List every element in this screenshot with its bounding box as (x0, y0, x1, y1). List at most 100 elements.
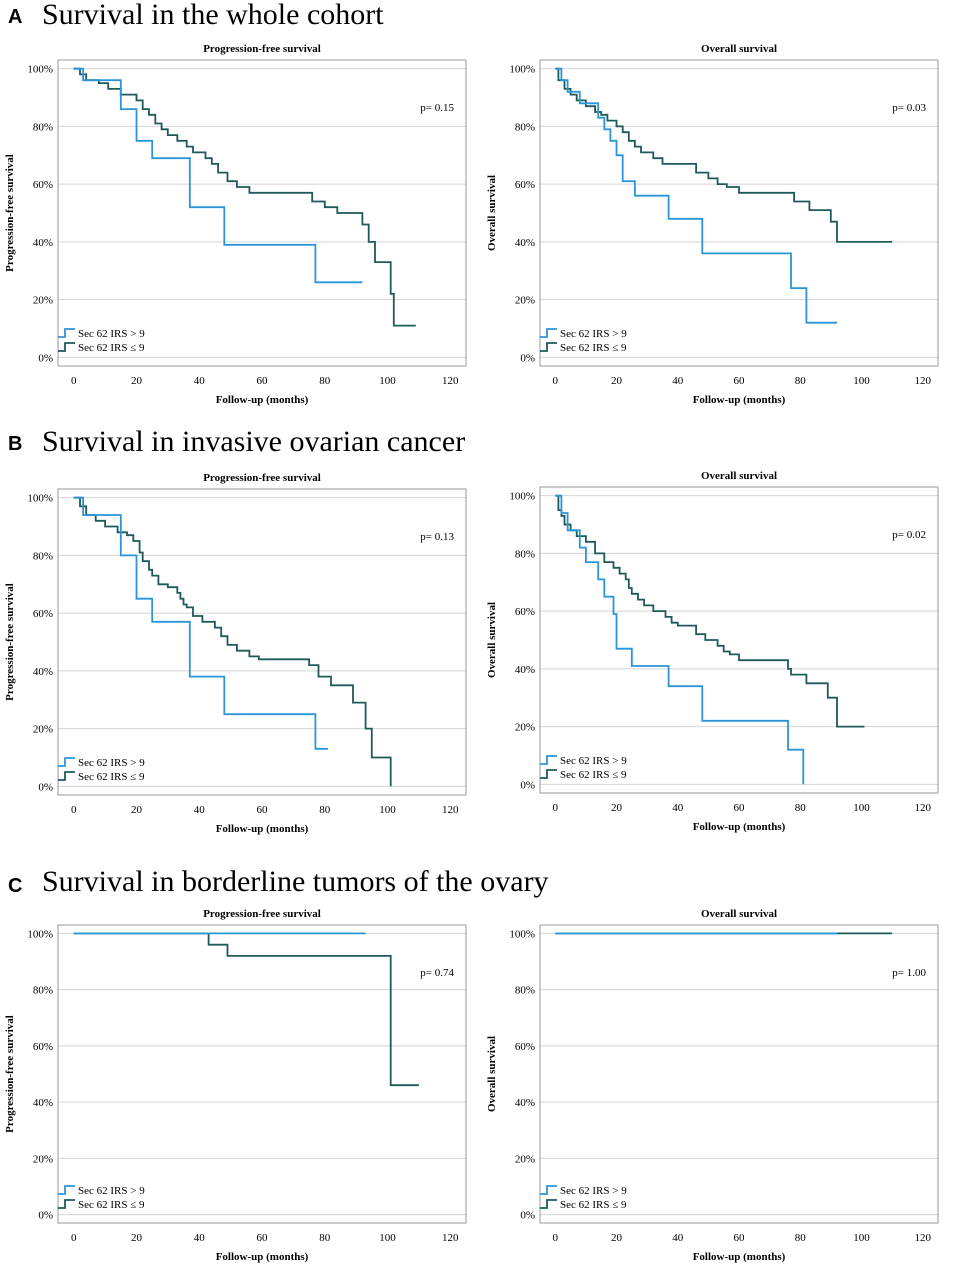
x-tick-label: 100 (853, 375, 870, 387)
chart-panel: Progression-free survival 0% 20% 40% 60% 80% 1… (4, 472, 467, 835)
p-value-label: p= 0.74 (420, 967, 454, 979)
legend-swatch (58, 771, 75, 781)
x-tick-label: 120 (914, 1232, 931, 1244)
chart-title: Overall survival (701, 470, 777, 482)
y-tick-label: 100% (509, 491, 535, 503)
y-tick-label: 100% (27, 493, 53, 505)
p-value-label: p= 1.00 (892, 967, 926, 979)
x-axis-label: Follow-up (months) (216, 394, 309, 406)
y-tick-label: 40% (33, 237, 53, 249)
x-axis-label: Follow-up (months) (216, 823, 309, 835)
x-tick-label: 80 (795, 802, 807, 814)
x-tick-label: 120 (914, 802, 931, 814)
survival-curve (555, 494, 805, 785)
x-tick-label: 120 (914, 375, 931, 387)
chart-panel: Progression-free survival 0% 20% 40% 60% 80% 1… (4, 43, 467, 406)
x-tick-label: 0 (553, 802, 559, 814)
legend-label: Sec 62 IRS ≤ 9 (78, 1199, 145, 1211)
chart-title: Overall survival (701, 908, 777, 920)
x-tick-label: 0 (71, 804, 77, 816)
x-tick-label: 60 (257, 375, 269, 387)
y-tick-label: 20% (33, 724, 53, 736)
plot-frame (57, 59, 467, 367)
y-tick-label: 80% (515, 121, 535, 133)
chart-title: Progression-free survival (203, 908, 321, 920)
x-tick-label: 40 (194, 804, 206, 816)
y-tick-label: 20% (515, 295, 535, 307)
x-tick-label: 120 (442, 1232, 459, 1244)
y-tick-label: 0% (520, 1210, 535, 1222)
y-tick-label: 40% (515, 237, 535, 249)
legend-label: Sec 62 IRS > 9 (560, 755, 627, 767)
y-tick-label: 80% (33, 550, 53, 562)
legend-label: Sec 62 IRS > 9 (560, 1185, 627, 1197)
section-letter: A (8, 6, 23, 28)
x-tick-label: 80 (795, 1232, 807, 1244)
plot-frame (57, 488, 467, 796)
x-tick-label: 80 (319, 375, 331, 387)
plot-frame (539, 924, 939, 1224)
plot-frame (539, 59, 939, 367)
section-c: C Survival in borderline tumors of the o… (0, 865, 955, 1265)
x-tick-label: 80 (319, 1232, 331, 1244)
x-tick-label: 20 (131, 1232, 143, 1244)
legend-swatch (540, 755, 557, 765)
p-value-label: p= 0.02 (892, 529, 926, 541)
survival-curve (73, 932, 419, 1087)
x-tick-label: 20 (131, 804, 143, 816)
x-tick-label: 100 (853, 1232, 870, 1244)
p-value-label: p= 0.13 (420, 531, 454, 543)
legend-swatch (540, 1185, 557, 1195)
y-tick-label: 100% (27, 64, 53, 76)
y-tick-label: 60% (33, 608, 53, 620)
survival-curve (555, 67, 893, 243)
x-tick-label: 100 (379, 804, 396, 816)
y-tick-label: 0% (38, 781, 53, 793)
y-tick-label: 40% (33, 1097, 53, 1109)
x-tick-label: 0 (553, 1232, 559, 1244)
x-tick-label: 40 (672, 1232, 684, 1244)
legend-label: Sec 62 IRS > 9 (560, 328, 627, 340)
x-tick-label: 100 (853, 802, 870, 814)
y-tick-label: 0% (520, 779, 535, 791)
x-tick-label: 80 (319, 804, 331, 816)
x-tick-label: 60 (257, 1232, 269, 1244)
x-tick-label: 20 (611, 1232, 623, 1244)
section-b: B Survival in invasive ovarian cancer Pr… (0, 425, 955, 865)
y-tick-label: 40% (515, 664, 535, 676)
x-tick-label: 60 (257, 804, 269, 816)
x-tick-label: 100 (379, 1232, 396, 1244)
y-axis-label: Overall survival (486, 175, 498, 251)
y-tick-label: 60% (515, 1041, 535, 1053)
x-tick-label: 40 (672, 802, 684, 814)
x-tick-label: 120 (442, 804, 459, 816)
p-value-label: p= 0.03 (892, 102, 926, 114)
y-tick-label: 20% (515, 1153, 535, 1165)
legend-swatch (540, 769, 557, 779)
x-tick-label: 0 (553, 375, 559, 387)
plot-frame (57, 924, 467, 1224)
legend-swatch (58, 1199, 75, 1209)
section-title: Survival in borderline tumors of the ova… (42, 865, 549, 898)
y-axis-label: Overall survival (486, 602, 498, 678)
legend-swatch (58, 1185, 75, 1195)
x-tick-label: 60 (734, 375, 746, 387)
y-tick-label: 0% (520, 352, 535, 364)
legend-label: Sec 62 IRS > 9 (78, 757, 145, 769)
section-a: A Survival in the whole cohort Progressi… (0, 0, 955, 430)
x-axis-label: Follow-up (months) (693, 1251, 786, 1263)
y-axis-label: Progression-free survival (4, 583, 16, 701)
chart-title: Overall survival (701, 43, 777, 55)
x-tick-label: 40 (194, 1232, 206, 1244)
plot-frame (539, 486, 939, 794)
x-tick-label: 0 (71, 375, 77, 387)
y-tick-label: 0% (38, 352, 53, 364)
survival-curve (555, 494, 865, 728)
y-tick-label: 80% (515, 985, 535, 997)
legend-swatch (540, 342, 557, 352)
x-tick-label: 120 (442, 375, 459, 387)
survival-curve (73, 67, 416, 327)
x-tick-label: 60 (734, 802, 746, 814)
x-tick-label: 20 (611, 802, 623, 814)
y-tick-label: 40% (33, 666, 53, 678)
